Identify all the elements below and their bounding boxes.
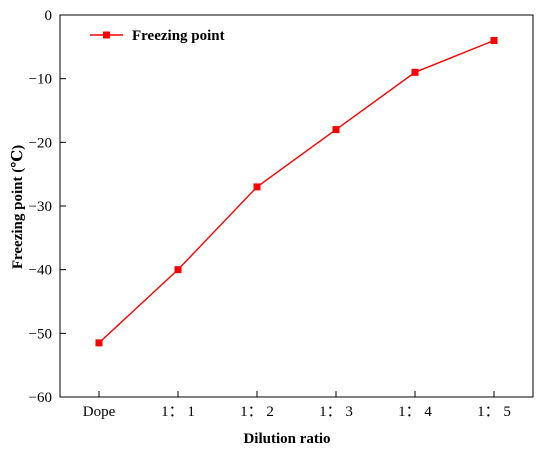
y-tick-label: −10 xyxy=(29,72,52,88)
data-point-marker xyxy=(95,339,103,347)
x-tick-label: 1： 1 xyxy=(161,404,195,420)
y-tick-label: −40 xyxy=(29,263,52,279)
tick-labels: 0 −10 −20 −30 −40 −50 −60 Dope 1： 1 1： 2 1： 3 1： 4 1… xyxy=(29,8,511,420)
data-point-marker xyxy=(253,183,261,191)
series-line xyxy=(98,39,495,344)
y-axis-title: Freezing point (℃) xyxy=(10,145,26,269)
axes xyxy=(59,14,534,398)
x-axis-title: Dilution ratio xyxy=(243,431,330,447)
legend: Freezing point xyxy=(90,28,225,44)
legend-marker xyxy=(103,31,110,39)
data-point-marker xyxy=(411,68,419,76)
data-point-marker xyxy=(174,266,182,274)
x-tick-label: 1： 3 xyxy=(319,404,353,420)
x-tick-label: Dope xyxy=(83,404,116,420)
x-tick-label: 1： 4 xyxy=(398,404,432,420)
data-point-marker xyxy=(490,36,498,44)
x-tick-label: 1： 5 xyxy=(477,404,511,420)
y-tick-label: −30 xyxy=(29,199,52,215)
y-tick-label: −60 xyxy=(29,390,52,406)
plot-frame xyxy=(59,14,534,398)
y-tick-label: 0 xyxy=(45,8,53,24)
data-point-marker xyxy=(332,126,340,134)
legend-label: Freezing point xyxy=(132,28,225,44)
y-tick-label: −50 xyxy=(29,326,52,342)
y-tick-label: −20 xyxy=(29,135,52,151)
x-tick-label: 1： 2 xyxy=(240,404,274,420)
series-layer xyxy=(95,36,498,347)
